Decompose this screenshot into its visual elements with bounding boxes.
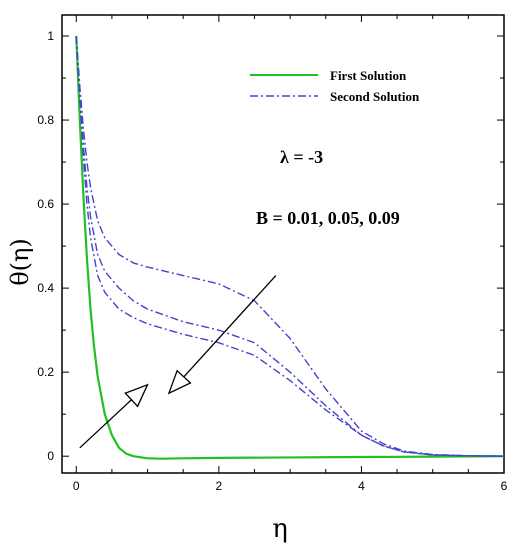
arrow-shaft: [79, 399, 132, 449]
x-tick-label: 6: [501, 479, 508, 493]
b-parameter-annotation: B = 0.01, 0.05, 0.09: [256, 208, 400, 228]
legend-first-label: First Solution: [330, 68, 407, 83]
x-axis-title: η: [272, 514, 288, 544]
y-tick-label: 0.6: [37, 197, 54, 211]
plot-area-frame: [61, 14, 505, 474]
y-tick-label: 0: [47, 449, 54, 463]
y-axis-title: θ(η): [6, 238, 34, 286]
series-line-second-solution-3: [75, 35, 505, 457]
arrow-shaft: [183, 275, 277, 378]
arrow-head: [124, 383, 149, 408]
series-line-first-solution: [75, 35, 505, 460]
x-tick-label: 4: [358, 479, 365, 493]
y-tick-label: 0.2: [37, 365, 54, 379]
arrow-head: [167, 369, 192, 395]
x-tick-label: 2: [215, 479, 222, 493]
series-layer: [75, 35, 505, 460]
y-tick-label: 1: [47, 29, 54, 43]
lambda-annotation: λ = -3: [280, 147, 323, 167]
legend: First Solution Second Solution: [250, 68, 420, 104]
y-tick-label: 0.8: [37, 113, 54, 127]
annotation-arrows: [79, 275, 277, 449]
axis-tick-labels: 0 2 4 6 0 0.2 0.4 0.6 0.8 1: [37, 29, 507, 493]
axis-ticks: [62, 15, 505, 473]
series-line-second-solution-2: [75, 35, 505, 457]
x-tick-label: 0: [73, 479, 80, 493]
y-tick-label: 0.4: [37, 281, 54, 295]
legend-second-label: Second Solution: [330, 89, 420, 104]
